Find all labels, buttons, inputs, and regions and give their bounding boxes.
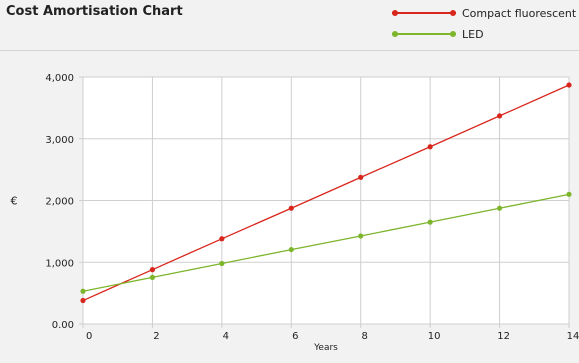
- data-point-compact-fluorescent: [149, 267, 156, 273]
- data-point-led: [496, 205, 503, 211]
- x-tick-label: 6: [292, 331, 298, 342]
- data-point-compact-fluorescent: [496, 113, 503, 119]
- data-point-compact-fluorescent: [288, 205, 294, 211]
- x-tick-label: 0: [86, 331, 92, 342]
- y-tick-label: 2,000: [45, 197, 74, 208]
- x-tick-label: 4: [223, 331, 229, 342]
- y-tick-label: 4,000: [45, 73, 74, 84]
- y-tick-label: 0.00: [52, 320, 74, 331]
- x-axis-label: Years: [313, 343, 338, 353]
- data-point-led: [288, 246, 294, 253]
- x-tick-label: 2: [153, 331, 159, 342]
- x-tick-label: 10: [428, 331, 441, 342]
- data-point-led: [427, 219, 433, 225]
- series-line-led: [82, 193, 570, 292]
- legend-item-compact-fluorescent: Compact fluorescent: [392, 5, 576, 21]
- data-point-led: [219, 260, 225, 267]
- data-point-compact-fluorescent: [80, 297, 86, 304]
- legend-swatch-compact-fluorescent: [392, 8, 456, 18]
- chart-title: Cost Amortisation Chart: [6, 4, 183, 19]
- line-chart: 0 2 4 6 8 10 12 14 0.00 1,000 2,000 3,000 4,000 Years…: [11, 73, 579, 353]
- x-tick-label: 12: [497, 331, 510, 342]
- data-point-compact-fluorescent: [566, 82, 572, 88]
- y-tick-label: 3,000: [45, 135, 74, 146]
- plot-area: 0 2 4 6 8 10 12 14 0.00 1,000 2,000 3,000 4,000 Years…: [0, 51, 579, 363]
- data-point-led: [149, 274, 156, 280]
- legend-label-compact-fluorescent: Compact fluorescent: [462, 6, 577, 20]
- data-point-led: [566, 191, 572, 197]
- chart-header: Cost Amortisation Chart Compact fluoresc…: [0, 0, 579, 51]
- legend-swatch-led: [392, 29, 456, 39]
- x-tick-label: 8: [362, 331, 368, 342]
- y-axis-label: €: [11, 195, 18, 208]
- legend-label-led: LED: [462, 27, 484, 41]
- data-point-compact-fluorescent: [219, 236, 225, 242]
- data-point-led: [80, 288, 86, 294]
- legend-item-led: LED: [392, 26, 484, 42]
- data-point-compact-fluorescent: [358, 174, 364, 180]
- data-point-compact-fluorescent: [427, 144, 433, 150]
- data-point-led: [358, 233, 364, 239]
- x-tick-label: 14: [567, 331, 579, 342]
- y-tick-label: 1,000: [45, 258, 74, 269]
- series-line-compact-fluorescent: [82, 84, 570, 302]
